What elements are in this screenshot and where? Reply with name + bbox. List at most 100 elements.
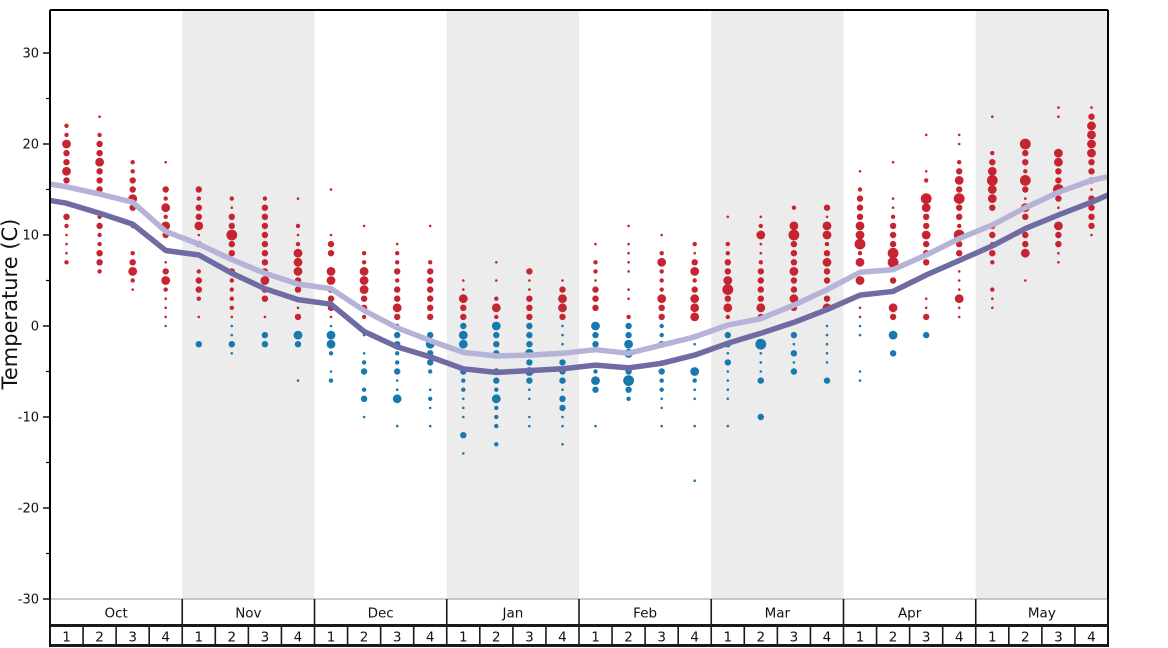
cold-temp-dot [693, 424, 696, 428]
warm-temp-dot [757, 295, 764, 302]
warm-temp-dot [991, 297, 994, 301]
warm-temp-dot [956, 250, 963, 257]
axes: 30 20 10 0 -10 -20 -30 [18, 9, 1109, 647]
warm-temp-dot [757, 286, 764, 293]
cold-temp-dot [825, 352, 829, 355]
cold-temp-dot [658, 368, 665, 375]
warm-temp-dot [329, 315, 333, 319]
cold-temp-dot [526, 359, 533, 366]
warm-temp-dot [395, 260, 400, 265]
cold-temp-dot [858, 370, 862, 373]
warm-temp-dot [1024, 279, 1027, 282]
warm-temp-dot [229, 278, 234, 283]
warm-temp-dot [627, 288, 630, 291]
warm-temp-dot [990, 150, 995, 156]
weekly-average-day-temperature-line [49, 174, 1109, 359]
warm-temp-dot [627, 224, 630, 228]
warm-temp-dot [855, 221, 865, 231]
warm-temp-dot [855, 257, 865, 267]
cold-temp-dot [559, 359, 566, 366]
cold-temp-dot [759, 352, 763, 355]
month-label: Oct [104, 606, 127, 622]
warm-temp-dot [1055, 195, 1062, 202]
cold-temp-dot [923, 331, 930, 339]
cold-temp-dot [494, 442, 499, 447]
cold-temp-dot [625, 386, 632, 393]
warm-temp-dot [296, 306, 300, 310]
warm-temp-dot [427, 304, 434, 311]
cold-temp-dot [790, 368, 798, 375]
warm-temp-dot [627, 297, 630, 301]
warm-temp-dot [229, 287, 234, 292]
warm-temp-dot [659, 269, 664, 274]
warm-temp-dot [394, 295, 401, 302]
warm-temp-dot [65, 251, 68, 255]
warm-temp-dot [989, 231, 996, 239]
week-label: 4 [690, 630, 699, 646]
cold-temp-dot [888, 330, 898, 340]
warm-temp-dot [887, 256, 899, 268]
cold-temp-dot [458, 330, 468, 340]
warm-temp-dot [528, 279, 531, 282]
warm-temp-dot [262, 196, 268, 201]
warm-temp-dot [957, 160, 962, 165]
warm-temp-dot [261, 250, 269, 257]
warm-temp-dot [1055, 231, 1062, 239]
cold-temp-dot [360, 368, 368, 375]
warm-temp-dot [129, 259, 136, 266]
warm-temp-dot [130, 278, 135, 283]
warm-temp-dot [889, 277, 897, 284]
warm-temp-dot [1088, 222, 1095, 230]
warm-temp-dot [957, 288, 961, 291]
warm-temp-dot [1057, 261, 1060, 264]
warm-temp-dot [957, 306, 961, 310]
warm-temp-dot [857, 187, 863, 192]
cold-temp-dot [790, 350, 798, 357]
warm-temp-dot [228, 240, 235, 248]
warm-temp-dot [164, 315, 167, 319]
cold-temp-dot [392, 394, 402, 404]
warm-temp-dot [956, 240, 963, 248]
warm-temp-dot [196, 269, 201, 274]
warm-temp-dot [1088, 213, 1095, 220]
warm-temp-dot [164, 160, 167, 164]
warm-temp-dot [856, 195, 864, 202]
warm-temp-dot [690, 303, 700, 313]
warm-temp-dot [97, 232, 102, 238]
cold-temp-dot [755, 338, 767, 350]
cold-temp-dot [726, 379, 730, 382]
warm-temp-dot [230, 315, 234, 319]
warm-temp-dot [954, 294, 964, 304]
warm-temp-dot [953, 193, 965, 205]
warm-temp-dot [1022, 213, 1029, 220]
y-axis-title: Temperature (C) [0, 219, 22, 391]
cold-temp-dot [460, 432, 467, 439]
cold-temp-dot [462, 452, 465, 455]
warm-temp-dot [989, 159, 996, 166]
cold-temp-dot [825, 361, 829, 364]
week-label: 3 [657, 630, 666, 646]
warm-temp-dot [657, 257, 667, 267]
warm-temp-dot [427, 313, 434, 321]
week-label: 3 [790, 630, 799, 646]
week-label: 2 [360, 630, 369, 646]
warm-temp-dot [63, 159, 70, 166]
warm-temp-dot [1054, 148, 1063, 158]
warm-temp-dot [394, 313, 401, 321]
warm-temp-dot [923, 259, 930, 266]
week-label: 2 [889, 630, 898, 646]
warm-temp-dot [462, 288, 465, 291]
cold-temp-dot [493, 341, 500, 348]
warm-temp-dot [725, 251, 730, 256]
y-tick-label: -20 [18, 502, 39, 517]
warm-temp-dot [1090, 233, 1093, 237]
warm-temp-dot [723, 303, 733, 313]
warm-temp-dot [924, 297, 928, 301]
warm-temp-dot [1022, 231, 1029, 239]
warm-temp-dot [990, 287, 995, 292]
warm-temp-dot [294, 286, 302, 293]
warm-temp-dot [63, 177, 70, 184]
warm-temp-dot [359, 285, 369, 294]
cold-temp-dot [395, 351, 400, 356]
warm-temp-dot [692, 241, 697, 247]
